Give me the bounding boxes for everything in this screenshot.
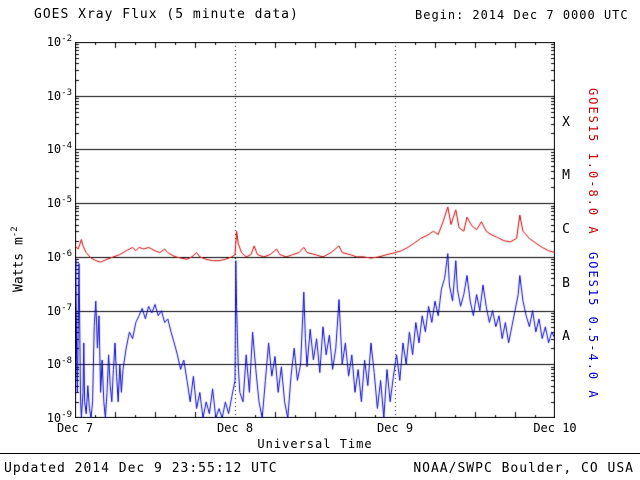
footer-divider [0, 453, 640, 454]
legend-goes15-short: GOES15 0.5-4.0 A [586, 252, 600, 400]
x-tick-label: Dec 10 [533, 421, 577, 435]
flare-class-b: B [562, 275, 570, 291]
y-tick-label: 10-2 [46, 34, 72, 49]
plot-canvas [75, 42, 555, 418]
y-tick-label: 10-6 [46, 248, 72, 264]
updated-timestamp: Updated 2014 Dec 9 23:55:12 UTC [4, 461, 278, 476]
x-axis-label: Universal Time [257, 437, 373, 451]
source-credit: NOAA/SWPC Boulder, CO USA [413, 461, 634, 476]
x-tick-label: Dec 9 [376, 421, 414, 435]
flare-class-a: A [562, 329, 570, 345]
y-tick-label: 10-7 [46, 302, 72, 318]
y-tick-label: 10-3 [46, 87, 72, 103]
x-tick-label: Dec 8 [216, 421, 254, 435]
x-tick-label: Dec 7 [56, 421, 94, 435]
y-axis-label: Watts m-2 [10, 226, 27, 292]
flare-class-x: X [562, 114, 570, 130]
page-title: GOES Xray Flux (5 minute data) [34, 7, 299, 22]
y-tick-label: 10-4 [46, 141, 72, 157]
begin-label: Begin: [415, 8, 465, 22]
legend-goes15-long: GOES15 1.0-8.0 A [586, 88, 600, 236]
y-tick-label: 10-5 [46, 195, 72, 211]
begin-timestamp: Begin: 2014 Dec 7 0000 UTC [415, 8, 629, 22]
flare-class-m: M [562, 168, 570, 184]
y-axis-label-exponent: -2 [10, 226, 20, 238]
flare-class-c: C [562, 222, 570, 237]
begin-value: 2014 Dec 7 0000 UTC [472, 8, 629, 22]
y-tick-label: 10-8 [46, 356, 72, 372]
y-tick-label: 10-9 [46, 410, 72, 425]
